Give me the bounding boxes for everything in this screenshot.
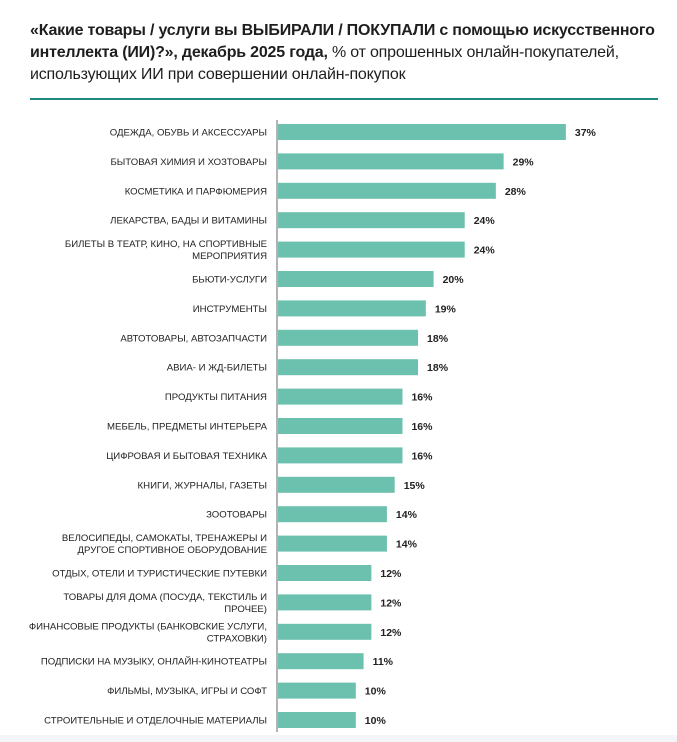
data-label: 14%	[396, 509, 418, 521]
data-label: 20%	[443, 274, 465, 286]
data-label: 19%	[435, 303, 457, 315]
data-label: 18%	[427, 333, 449, 345]
data-label: 24%	[474, 245, 496, 257]
category-label: КНИГИ, ЖУРНАЛЫ, ГАЗЕТЫ	[138, 480, 267, 491]
data-label: 18%	[427, 362, 449, 374]
bar	[278, 300, 426, 317]
category-label: ПРОДУКТЫ ПИТАНИЯ	[165, 392, 267, 403]
category-label: ОТДЫХ, ОТЕЛИ И ТУРИСТИЧЕСКИЕ ПУТЕВКИ	[52, 569, 267, 580]
data-label: 37%	[575, 127, 597, 139]
data-label: 10%	[365, 715, 387, 727]
category-label: ФИЛЬМЫ, МУЗЫКА, ИГРЫ И СОФТ	[107, 686, 267, 697]
data-label: 24%	[474, 215, 496, 227]
bar	[278, 359, 419, 376]
footer-strip	[0, 735, 677, 742]
category-label: ОДЕЖДА, ОБУВЬ И АКСЕССУАРЫ	[110, 128, 267, 139]
data-label: 14%	[396, 539, 418, 551]
bar	[278, 388, 403, 405]
bar	[278, 506, 387, 523]
category-label: ВЕЛОСИПЕДЫ, САМОКАТЫ, ТРЕНАЖЕРЫ И	[62, 533, 267, 544]
bar	[278, 712, 356, 728]
bar	[278, 565, 372, 581]
bar	[278, 153, 504, 170]
data-label: 12%	[380, 627, 402, 639]
bar	[278, 447, 403, 464]
category-label: КОСМЕТИКА И ПАРФЮМЕРИЯ	[125, 186, 267, 197]
data-label: 16%	[411, 450, 433, 462]
category-label: БЬЮТИ-УСЛУГИ	[192, 275, 267, 286]
bar	[278, 594, 372, 611]
category-label: АВИА- И ЖД-БИЛЕТЫ	[167, 363, 267, 374]
bar	[278, 623, 372, 640]
category-label: ЛЕКАРСТВА, БАДЫ И ВИТАМИНЫ	[110, 216, 267, 227]
chart-title-bold: «Какие товары / услуги вы ВЫБИРАЛИ / ПОК…	[30, 22, 655, 61]
category-label: СТРАХОВКИ)	[207, 633, 267, 644]
bar	[278, 271, 434, 287]
bar	[278, 241, 465, 258]
data-label: 16%	[411, 421, 433, 433]
bar	[278, 124, 566, 140]
data-label: 11%	[373, 656, 394, 668]
category-label: ФИНАНСОВЫЕ ПРОДУКТЫ (БАНКОВСКИЕ УСЛУГИ,	[29, 621, 267, 632]
bar	[278, 653, 364, 670]
data-label: 12%	[380, 568, 402, 580]
data-label: 10%	[365, 686, 387, 698]
data-label: 15%	[404, 480, 426, 492]
category-label: АВТОТОВАРЫ, АВТОЗАПЧАСТИ	[120, 333, 267, 344]
bar	[278, 535, 387, 552]
data-label: 29%	[513, 156, 535, 168]
category-label: МЕРОПРИЯТИЯ	[192, 251, 267, 262]
category-label: ЗООТОВАРЫ	[206, 510, 267, 521]
bar	[278, 182, 496, 199]
category-label: ИНСТРУМЕНТЫ	[193, 304, 267, 315]
category-label: МЕБЕЛЬ, ПРЕДМЕТЫ ИНТЕРЬЕРА	[107, 422, 268, 433]
bar	[278, 212, 465, 229]
category-label: ПРОЧЕЕ)	[224, 604, 267, 615]
category-label: ЦИФРОВАЯ И БЫТОВАЯ ТЕХНИКА	[106, 451, 267, 462]
bar	[278, 476, 395, 493]
title-divider	[30, 98, 658, 100]
chart-title: «Какие товары / услуги вы ВЫБИРАЛИ / ПОК…	[30, 20, 660, 86]
bar	[278, 682, 356, 699]
bar	[278, 329, 419, 346]
chart-title-subtitle: % от опрошенных онлайн-покупателей, испо…	[30, 44, 619, 83]
category-label: ПОДПИСКИ НА МУЗЫКУ, ОНЛАЙН-КИНОТЕАТРЫ	[41, 656, 267, 668]
category-label: БИЛЕТЫ В ТЕАТР, КИНО, НА СПОРТИВНЫЕ	[65, 239, 267, 250]
data-label: 16%	[411, 392, 433, 404]
bar	[278, 418, 403, 434]
category-label: ТОВАРЫ ДЛЯ ДОМА (ПОСУДА, ТЕКСТИЛЬ И	[63, 592, 267, 603]
data-label: 28%	[505, 186, 527, 198]
category-label: ДРУГОЕ СПОРТИВНОЕ ОБОРУДОВАНИЕ	[78, 545, 267, 556]
data-label: 12%	[380, 597, 402, 609]
category-label: СТРОИТЕЛЬНЫЕ И ОТДЕЛОЧНЫЕ МАТЕРИАЛЫ	[44, 716, 267, 727]
category-label: БЫТОВАЯ ХИМИЯ И ХОЗТОВАРЫ	[111, 157, 267, 168]
